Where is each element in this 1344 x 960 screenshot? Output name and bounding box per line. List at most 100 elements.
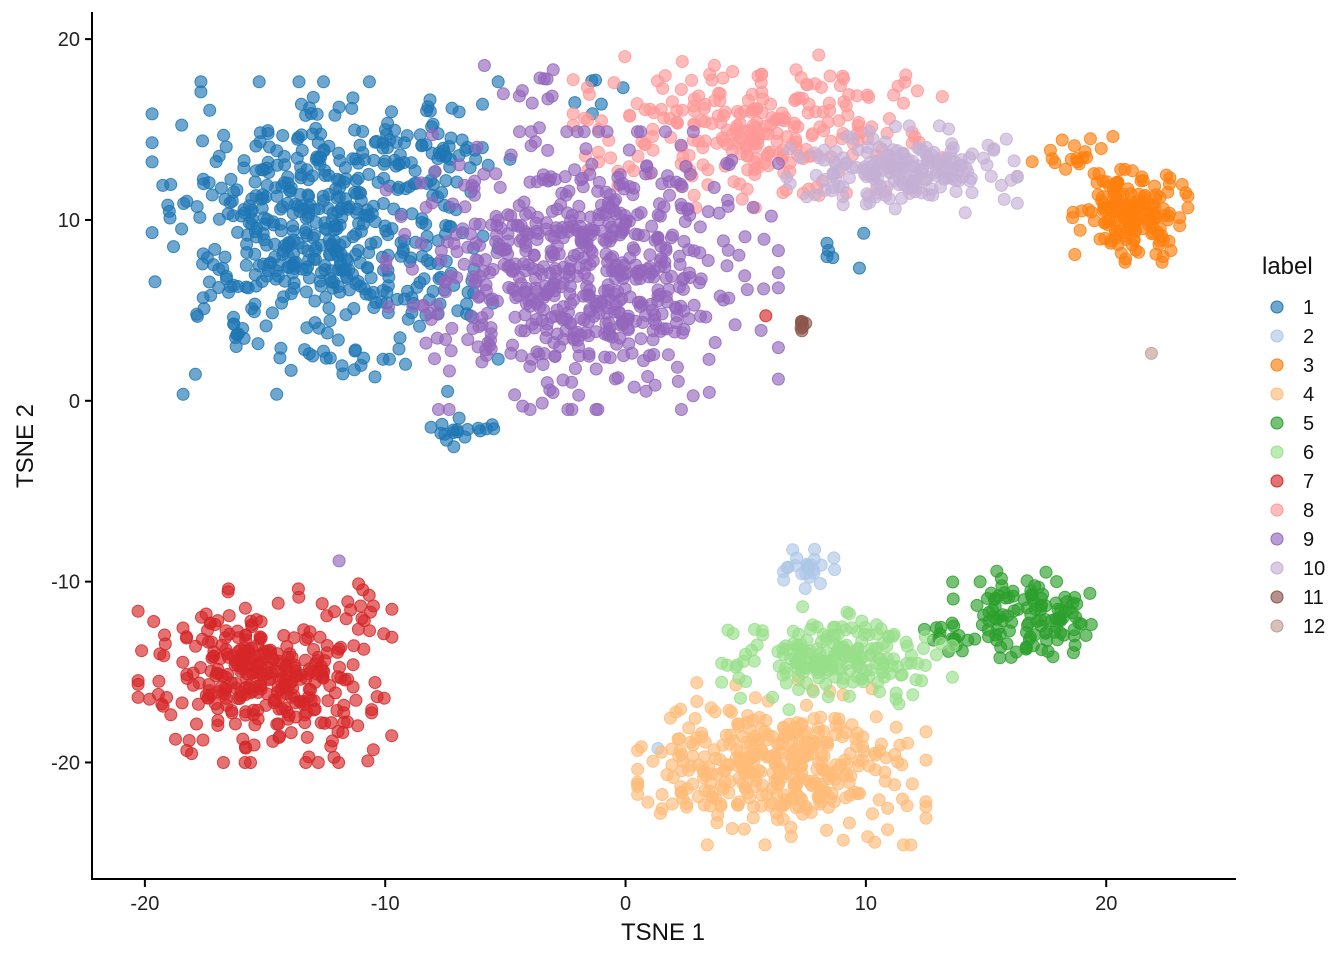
scatter-point [555,186,569,200]
scatter-point [843,664,857,678]
scatter-point [553,340,567,354]
scatter-point [777,573,791,587]
scatter-point [715,656,729,670]
scatter-point [1007,154,1021,168]
series-3 [1025,130,1195,269]
scatter-point [622,337,636,351]
scatter-point [813,577,827,591]
legend-item-7: 7 [1270,471,1314,493]
scatter-point [918,658,932,672]
scatter-point [1078,145,1092,159]
scatter-point [217,128,231,142]
scatter-point [265,306,279,320]
scatter-point [783,177,797,191]
scatter-point [131,690,145,704]
scatter-point [757,232,771,246]
scatter-point [984,169,998,183]
scatter-point [399,357,412,371]
scatter-point [568,163,582,177]
y-tick-label: 10 [58,210,80,232]
scatter-point [545,89,559,103]
scatter-point [284,181,298,195]
scatter-point [484,321,498,335]
scatter-point [377,627,391,641]
scatter-point [320,326,334,340]
scatter-point [665,269,678,283]
scatter-point [368,215,382,229]
scatter-point [194,75,208,89]
scatter-point [627,380,641,394]
scatter-point [239,258,253,272]
scatter-point [208,697,222,711]
scatter-point [665,95,679,109]
scatter-point [1181,201,1195,215]
scatter-point [439,174,453,188]
scatter-point [334,640,348,654]
scatter-point [439,219,453,233]
scatter-point [271,269,285,283]
scatter-point [444,344,458,358]
scatter-point [897,96,910,110]
scatter-point [740,182,754,196]
scatter-point [615,225,629,239]
scatter-point [240,645,254,659]
scatter-point [746,200,760,214]
scatter-point [485,218,499,232]
scatter-point [152,674,166,688]
scatter-point [658,125,672,139]
scatter-point [946,141,960,155]
scatter-point [491,75,505,89]
scatter-point [479,278,493,292]
scatter-point [227,317,241,331]
scatter-point [317,344,330,358]
scatter-point [354,358,368,372]
scatter-point [274,341,288,355]
scatter-point [228,717,242,731]
scatter-point [405,262,419,276]
scatter-point [307,703,321,717]
scatter-point [421,100,435,114]
scatter-point [834,161,848,174]
scatter-point [475,355,489,369]
scatter-point [322,139,336,153]
scatter-point [277,239,291,253]
scatter-point [1028,579,1042,593]
scatter-point [477,59,491,72]
scatter-point [747,800,761,814]
scatter-point [850,652,864,666]
legend-item-1: 1 [1270,297,1314,319]
scatter-point [729,660,743,674]
legend-item-4: 4 [1270,384,1314,406]
scatter-point [540,323,554,337]
scatter-point [963,174,977,188]
scatter-point [708,705,722,719]
scatter-point [254,678,268,692]
scatter-point [278,701,292,715]
scatter-point [208,242,222,256]
scatter-point [1019,641,1033,655]
scatter-point [271,596,285,610]
scatter-point [1159,168,1173,182]
scatter-point [988,593,1001,607]
scatter-point [750,152,764,166]
scatter-point [219,140,233,154]
scatter-point [686,777,700,791]
x-tick-label: 10 [855,893,877,915]
scatter-point [725,822,739,835]
legend-item-10: 10 [1270,558,1325,580]
scatter-point [737,822,751,836]
scatter-point [339,308,353,322]
scatter-point [308,294,322,308]
scatter-point [763,750,777,764]
scatter-point [212,212,226,226]
scatter-point [1039,565,1053,579]
scatter-point [536,358,550,371]
scatter-point [1048,156,1062,170]
series-12 [1144,346,1158,360]
legend-swatch [1270,445,1284,459]
scatter-point [191,697,205,711]
scatter-point [982,630,995,644]
scatter-point [1000,637,1014,651]
scatter-point [868,763,882,777]
scatter-point [791,748,805,762]
